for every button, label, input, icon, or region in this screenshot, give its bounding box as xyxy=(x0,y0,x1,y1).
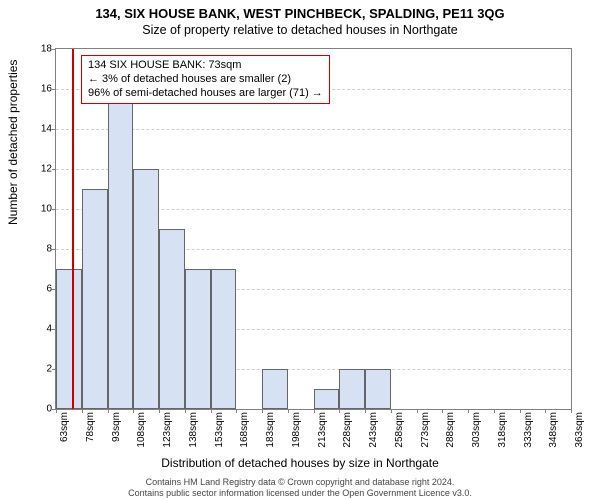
y-axis-label: Number of detached properties xyxy=(6,60,20,225)
x-tick-label: 258sqm xyxy=(394,412,405,448)
x-tick-label: 168sqm xyxy=(239,412,250,448)
y-tick-label: 4 xyxy=(46,324,52,335)
x-tick-label: 363sqm xyxy=(574,412,585,448)
x-tick-label: 123sqm xyxy=(162,412,173,448)
x-axis-label: Distribution of detached houses by size … xyxy=(0,456,600,470)
gridline xyxy=(56,129,571,130)
x-tick-label: 303sqm xyxy=(471,412,482,448)
histogram-bar xyxy=(82,189,108,409)
footer-line-2: Contains public sector information licen… xyxy=(0,488,600,498)
x-tickmark xyxy=(391,409,392,413)
x-tickmark xyxy=(108,409,109,413)
marker-line xyxy=(72,49,74,409)
y-tick-label: 12 xyxy=(41,164,52,175)
x-tick-label: 153sqm xyxy=(214,412,225,448)
histogram-bar xyxy=(365,369,391,409)
x-tick-label: 198sqm xyxy=(291,412,302,448)
x-tickmark xyxy=(468,409,469,413)
x-tick-label: 78sqm xyxy=(85,412,96,442)
x-tickmark xyxy=(417,409,418,413)
x-tickmark xyxy=(211,409,212,413)
y-tickmark xyxy=(52,89,56,90)
x-tick-label: 273sqm xyxy=(420,412,431,448)
x-tickmark xyxy=(545,409,546,413)
histogram-bar xyxy=(314,389,340,409)
x-tickmark xyxy=(314,409,315,413)
x-tick-label: 288sqm xyxy=(445,412,456,448)
histogram-bar xyxy=(108,89,134,409)
footer-attribution: Contains HM Land Registry data © Crown c… xyxy=(0,477,600,498)
histogram-bar xyxy=(133,169,159,409)
x-tick-label: 63sqm xyxy=(59,412,70,442)
x-tick-label: 243sqm xyxy=(368,412,379,448)
x-tickmark xyxy=(185,409,186,413)
x-tick-label: 348sqm xyxy=(548,412,559,448)
x-tickmark xyxy=(339,409,340,413)
info-box-line: 96% of semi-detached houses are larger (… xyxy=(88,87,323,101)
x-tickmark xyxy=(56,409,57,413)
x-tickmark xyxy=(520,409,521,413)
footer-line-1: Contains HM Land Registry data © Crown c… xyxy=(0,477,600,487)
x-tick-label: 93sqm xyxy=(111,412,122,442)
chart-container: 134, SIX HOUSE BANK, WEST PINCHBECK, SPA… xyxy=(0,0,600,500)
x-tick-label: 138sqm xyxy=(188,412,199,448)
x-tick-label: 333sqm xyxy=(523,412,534,448)
x-tickmark xyxy=(494,409,495,413)
y-tick-label: 8 xyxy=(46,244,52,255)
x-tickmark xyxy=(365,409,366,413)
histogram-bar xyxy=(159,229,185,409)
x-tickmark xyxy=(159,409,160,413)
y-tick-label: 14 xyxy=(41,124,52,135)
histogram-bar xyxy=(56,269,82,409)
x-tickmark xyxy=(442,409,443,413)
y-tick-label: 2 xyxy=(46,364,52,375)
y-tick-label: 0 xyxy=(46,404,52,415)
x-tickmark xyxy=(262,409,263,413)
x-tickmark xyxy=(82,409,83,413)
x-tickmark xyxy=(288,409,289,413)
x-tickmark xyxy=(236,409,237,413)
y-tickmark xyxy=(52,169,56,170)
y-tickmark xyxy=(52,129,56,130)
x-tickmark xyxy=(133,409,134,413)
x-tickmark xyxy=(571,409,572,413)
plot-area: 024681012141618134 SIX HOUSE BANK: 73sqm… xyxy=(55,48,572,410)
y-tickmark xyxy=(52,49,56,50)
chart-title: 134, SIX HOUSE BANK, WEST PINCHBECK, SPA… xyxy=(0,0,600,21)
chart-subtitle: Size of property relative to detached ho… xyxy=(0,21,600,37)
y-tick-label: 6 xyxy=(46,284,52,295)
x-tick-label: 108sqm xyxy=(136,412,147,448)
histogram-bar xyxy=(185,269,211,409)
info-box-line: ← 3% of detached houses are smaller (2) xyxy=(88,73,323,87)
histogram-bar xyxy=(211,269,237,409)
y-tickmark xyxy=(52,209,56,210)
x-tick-label: 183sqm xyxy=(265,412,276,448)
y-tick-label: 18 xyxy=(41,44,52,55)
info-box: 134 SIX HOUSE BANK: 73sqm← 3% of detache… xyxy=(81,55,330,104)
histogram-bar xyxy=(339,369,365,409)
y-tick-label: 16 xyxy=(41,84,52,95)
histogram-bar xyxy=(262,369,288,409)
x-tick-label: 228sqm xyxy=(342,412,353,448)
x-tick-label: 318sqm xyxy=(497,412,508,448)
x-tick-label: 213sqm xyxy=(317,412,328,448)
info-box-line: 134 SIX HOUSE BANK: 73sqm xyxy=(88,59,323,73)
y-tick-label: 10 xyxy=(41,204,52,215)
y-tickmark xyxy=(52,249,56,250)
